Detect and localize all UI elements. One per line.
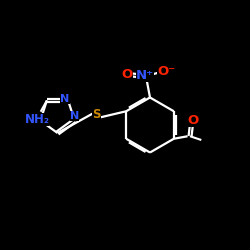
Text: S: S (92, 108, 100, 122)
Text: N: N (60, 94, 70, 104)
Text: N⁺: N⁺ (136, 69, 154, 82)
Text: O: O (187, 114, 198, 126)
Text: O: O (122, 68, 133, 81)
Text: N: N (70, 111, 79, 121)
Text: NH₂: NH₂ (24, 113, 50, 126)
Text: S: S (32, 115, 40, 128)
Text: O⁻: O⁻ (157, 65, 175, 78)
